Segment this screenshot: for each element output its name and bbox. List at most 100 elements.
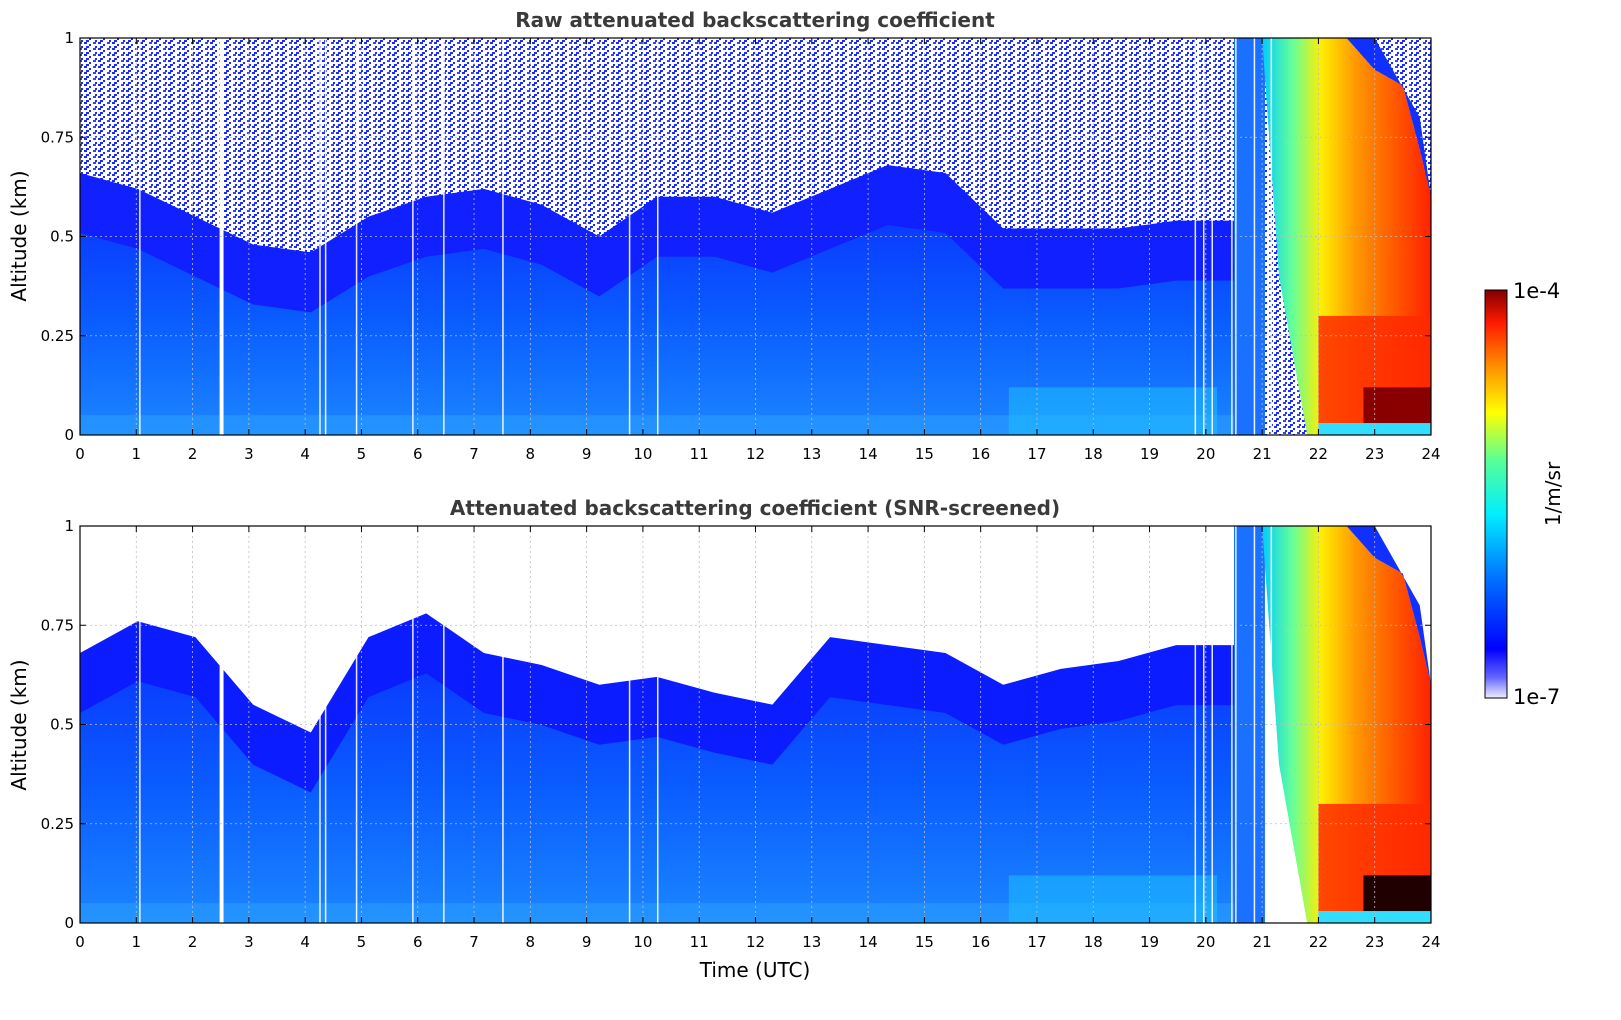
- missing-profile: [628, 38, 631, 435]
- x-tick-label: 0: [75, 445, 85, 463]
- x-tick-label: 20: [1196, 933, 1215, 951]
- y-tick-label: 0.25: [41, 815, 74, 833]
- x-tick-label: 6: [413, 445, 423, 463]
- panel2-x-ticks: 0 1 2 3 4 5 6 7 8 9 10 11 12 13 14 15 16 17 18 19 20 21 22 23 24: [75, 526, 1441, 951]
- x-tick-label: 13: [802, 933, 821, 951]
- missing-profile: [628, 526, 631, 923]
- x-tick-label: 19: [1140, 445, 1159, 463]
- x-tick-label: 14: [859, 933, 878, 951]
- x-tick-label: 24: [1421, 933, 1440, 951]
- x-tick-label: 3: [244, 445, 254, 463]
- x-tick-label: 2: [188, 933, 198, 951]
- missing-profile: [139, 38, 141, 435]
- x-tick-label: 3: [244, 933, 254, 951]
- x-tick-label: 18: [1084, 933, 1103, 951]
- x-tick-label: 1: [132, 933, 142, 951]
- missing-profile: [139, 526, 141, 923]
- x-tick-label: 13: [802, 445, 821, 463]
- y-tick-label: 0.75: [41, 128, 74, 146]
- colorbar-gradient: [1484, 289, 1508, 699]
- missing-profile: [1211, 38, 1213, 435]
- x-tick-label: 8: [526, 445, 536, 463]
- x-tick-label: 4: [300, 933, 310, 951]
- y-tick-label: 0.25: [41, 327, 74, 345]
- missing-profile: [1203, 526, 1205, 923]
- surface-peak-core: [1363, 387, 1431, 424]
- missing-profile: [443, 38, 445, 435]
- colorbar-unit-label: 1/m/sr: [1541, 461, 1565, 526]
- missing-profile: [1203, 38, 1205, 435]
- x-tick-label: 21: [1253, 445, 1272, 463]
- x-tick-label: 9: [582, 933, 592, 951]
- y-tick-label: 0: [64, 914, 74, 932]
- panel2-grid: [79, 526, 1432, 923]
- x-tick-label: 1: [132, 445, 142, 463]
- missing-profile: [443, 526, 445, 923]
- panel1-title: Raw attenuated backscattering coefficien…: [515, 8, 995, 32]
- x-tick-label: 6: [413, 933, 423, 951]
- panel2-title: Attenuated backscattering coefficient (S…: [450, 496, 1060, 520]
- x-tick-label: 15: [915, 933, 934, 951]
- x-tick-label: 2: [188, 445, 198, 463]
- x-tick-label: 7: [469, 933, 479, 951]
- y-tick-label: 0.5: [50, 228, 74, 246]
- y-tick-label: 0.5: [50, 716, 74, 734]
- x-tick-label: 5: [357, 933, 367, 951]
- panel2-y-label: Altitude (km): [7, 659, 31, 790]
- raw-backscatter-panel: Raw attenuated backscattering coefficien…: [7, 8, 1441, 463]
- panel1-y-ticks: 0 0.25 0.5 0.75 1: [41, 29, 1431, 444]
- colorbar-min-label: 1e-7: [1513, 685, 1560, 709]
- x-tick-label: 12: [746, 445, 765, 463]
- x-tick-label: 18: [1084, 445, 1103, 463]
- x-tick-label: 20: [1196, 445, 1215, 463]
- x-tick-label: 10: [633, 445, 652, 463]
- missing-profile: [412, 526, 414, 923]
- x-tick-label: 5: [357, 445, 367, 463]
- x-tick-label: 19: [1140, 933, 1159, 951]
- x-tick-label: 0: [75, 933, 85, 951]
- x-tick-label: 23: [1365, 933, 1384, 951]
- x-tick-label: 16: [971, 445, 990, 463]
- y-tick-label: 0.75: [41, 616, 74, 634]
- surface-peak-core: [1363, 875, 1431, 912]
- x-tick-label: 24: [1421, 445, 1440, 463]
- x-tick-label: 4: [300, 445, 310, 463]
- x-tick-label: 8: [526, 933, 536, 951]
- panel1-x-ticks: 0 1 2 3 4 5 6 7 8 9 10 11 12 13 14 15 16 17 18 19 20 21 22 23 24: [75, 38, 1441, 463]
- snr-screened-panel: Attenuated backscattering coefficient (S…: [7, 496, 1441, 982]
- missing-profile: [412, 38, 414, 435]
- panel2-y-ticks: 0 0.25 0.5 0.75 1: [41, 517, 1431, 932]
- missing-profile: [1211, 526, 1213, 923]
- panel2-x-label: Time (UTC): [699, 958, 811, 982]
- x-tick-label: 11: [690, 445, 709, 463]
- missing-profile: [656, 526, 659, 923]
- surface-layer-cyan: [1008, 875, 1218, 923]
- plume-edge: [1233, 526, 1265, 923]
- missing-profile: [1253, 526, 1256, 923]
- x-tick-label: 22: [1309, 933, 1328, 951]
- x-tick-label: 11: [690, 933, 709, 951]
- x-tick-label: 9: [582, 445, 592, 463]
- colorbar-max-label: 1e-4: [1513, 279, 1560, 303]
- colorbar: 1e-4 1e-7 1/m/sr: [1484, 279, 1565, 709]
- surface-layer-cyan: [1008, 387, 1218, 435]
- missing-profile: [1253, 38, 1256, 435]
- missing-profile: [319, 38, 321, 435]
- x-tick-label: 23: [1365, 445, 1384, 463]
- x-tick-label: 17: [1027, 445, 1046, 463]
- plume-tail: [1346, 38, 1431, 197]
- y-tick-label: 1: [64, 29, 74, 47]
- plume-tail: [1346, 526, 1431, 685]
- x-tick-label: 17: [1027, 933, 1046, 951]
- y-tick-label: 0: [64, 426, 74, 444]
- plume-edge: [1233, 38, 1265, 435]
- x-tick-label: 7: [469, 445, 479, 463]
- x-tick-label: 10: [633, 933, 652, 951]
- missing-profile: [502, 38, 504, 435]
- missing-profile: [656, 38, 659, 435]
- x-tick-label: 14: [859, 445, 878, 463]
- x-tick-label: 12: [746, 933, 765, 951]
- missing-profile: [319, 526, 321, 923]
- panel1-y-label: Altitude (km): [7, 170, 31, 301]
